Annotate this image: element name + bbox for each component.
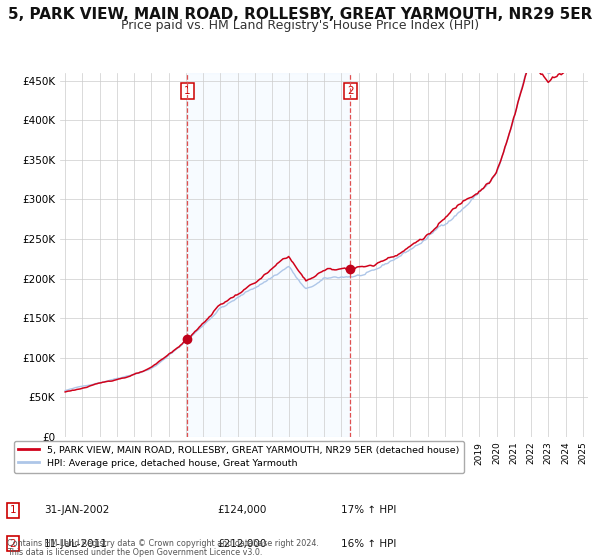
Text: 16% ↑ HPI: 16% ↑ HPI	[341, 539, 397, 549]
Text: 2: 2	[347, 86, 354, 96]
Text: Price paid vs. HM Land Registry's House Price Index (HPI): Price paid vs. HM Land Registry's House …	[121, 19, 479, 32]
Text: 5, PARK VIEW, MAIN ROAD, ROLLESBY, GREAT YARMOUTH, NR29 5ER: 5, PARK VIEW, MAIN ROAD, ROLLESBY, GREAT…	[8, 7, 592, 22]
Legend: 5, PARK VIEW, MAIN ROAD, ROLLESBY, GREAT YARMOUTH, NR29 5ER (detached house), HP: 5, PARK VIEW, MAIN ROAD, ROLLESBY, GREAT…	[14, 441, 464, 473]
Text: £124,000: £124,000	[218, 506, 267, 516]
Text: 1: 1	[10, 506, 16, 516]
Text: 2: 2	[10, 539, 16, 549]
Text: This data is licensed under the Open Government Licence v3.0.: This data is licensed under the Open Gov…	[7, 548, 263, 557]
Text: 11-JUL-2011: 11-JUL-2011	[44, 539, 108, 549]
Text: £212,000: £212,000	[218, 539, 267, 549]
Text: 31-JAN-2002: 31-JAN-2002	[44, 506, 110, 516]
Text: 17% ↑ HPI: 17% ↑ HPI	[341, 506, 397, 516]
Text: 1: 1	[184, 86, 191, 96]
Bar	[187, 73, 350, 437]
Text: Contains HM Land Registry data © Crown copyright and database right 2024.: Contains HM Land Registry data © Crown c…	[7, 539, 319, 548]
